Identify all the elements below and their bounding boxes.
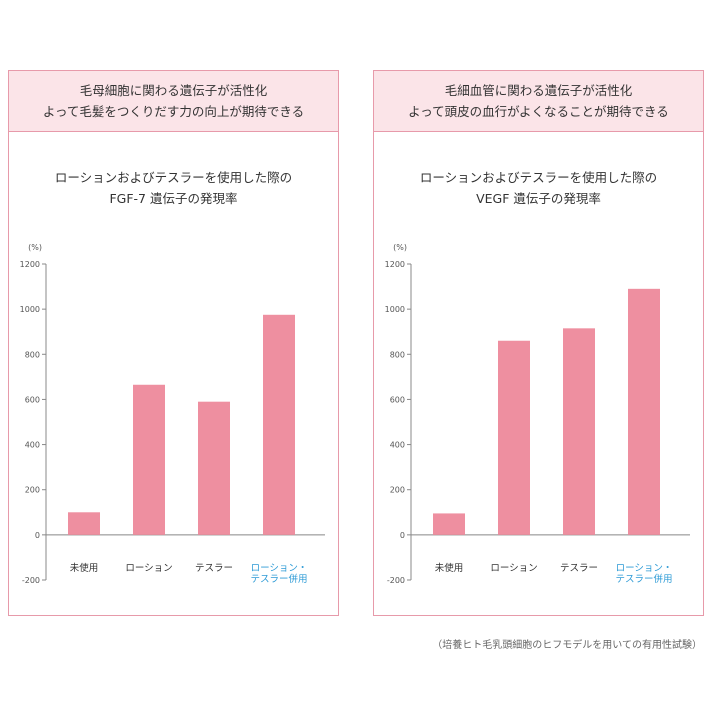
chart-title: ローションおよびテスラーを使用した際の FGF-7 遺伝子の発現率 bbox=[9, 167, 338, 209]
chart-title: ローションおよびテスラーを使用した際の VEGF 遺伝子の発現率 bbox=[374, 167, 703, 209]
y-tick-label: -200 bbox=[387, 576, 405, 585]
bar bbox=[563, 328, 595, 535]
y-tick-label: 1200 bbox=[385, 260, 405, 269]
header-line-2: よって頭皮の血行がよくなることが期待できる bbox=[408, 104, 669, 119]
x-category-label: ローション・ bbox=[251, 563, 308, 574]
header-line-1: 毛細血管に関わる遺伝子が活性化 bbox=[444, 83, 633, 98]
bar bbox=[498, 340, 530, 535]
y-tick-label: -200 bbox=[22, 576, 40, 585]
y-tick-label: 1000 bbox=[20, 305, 40, 314]
bar bbox=[68, 512, 100, 535]
bar bbox=[263, 314, 295, 535]
panel-header: 毛細血管に関わる遺伝子が活性化 よって頭皮の血行がよくなることが期待できる bbox=[374, 71, 703, 132]
header-line-2: よって毛髪をつくりだす力の向上が期待できる bbox=[42, 104, 305, 119]
x-category-label: テスラー bbox=[195, 563, 233, 574]
bar bbox=[133, 384, 165, 535]
chart-title-line-2: FGF-7 遺伝子の発現率 bbox=[109, 191, 238, 206]
chart-title-line-2: VEGF 遺伝子の発現率 bbox=[476, 191, 601, 206]
footnote: （培養ヒト毛乳頭細胞のヒフモデルを用いての有用性試験） bbox=[432, 640, 702, 651]
x-category-label-line-2: テスラー併用 bbox=[250, 573, 307, 585]
y-tick-label: 600 bbox=[25, 395, 40, 404]
y-tick-label: 0 bbox=[35, 531, 40, 540]
y-tick-label: 200 bbox=[390, 486, 405, 495]
x-category-label: ローション bbox=[125, 563, 172, 574]
panel-header: 毛母細胞に関わる遺伝子が活性化 よって毛髪をつくりだす力の向上が期待できる bbox=[9, 71, 338, 132]
y-tick-label: 1200 bbox=[20, 260, 40, 269]
bar bbox=[628, 288, 660, 535]
x-category-label: ローション bbox=[490, 563, 537, 574]
y-tick-label: 600 bbox=[390, 395, 405, 404]
bar bbox=[198, 401, 230, 535]
chart-title-line-1: ローションおよびテスラーを使用した際の bbox=[419, 170, 658, 185]
x-category-label-line-2: テスラー併用 bbox=[615, 573, 672, 585]
chart-title-line-1: ローションおよびテスラーを使用した際の bbox=[54, 170, 293, 185]
y-axis-unit-label: (%) bbox=[28, 243, 42, 252]
y-tick-label: 0 bbox=[400, 531, 405, 540]
x-category-label: 未使用 bbox=[435, 562, 464, 574]
x-category-label: 未使用 bbox=[70, 562, 99, 574]
y-tick-label: 400 bbox=[25, 441, 40, 450]
header-line-1: 毛母細胞に関わる遺伝子が活性化 bbox=[79, 83, 268, 98]
y-axis-unit-label: (%) bbox=[393, 243, 407, 252]
y-tick-label: 800 bbox=[390, 350, 405, 359]
x-category-label: テスラー bbox=[560, 563, 598, 574]
y-tick-label: 800 bbox=[25, 350, 40, 359]
y-tick-label: 200 bbox=[25, 486, 40, 495]
chart-panel-vegf: 毛細血管に関わる遺伝子が活性化 よって頭皮の血行がよくなることが期待できる ロー… bbox=[373, 70, 704, 616]
y-tick-label: 1000 bbox=[385, 305, 405, 314]
chart-panel-fgf7: 毛母細胞に関わる遺伝子が活性化 よって毛髪をつくりだす力の向上が期待できる ロー… bbox=[8, 70, 339, 616]
bar bbox=[433, 513, 465, 535]
x-category-label: ローション・ bbox=[616, 563, 673, 574]
y-tick-label: 400 bbox=[390, 441, 405, 450]
